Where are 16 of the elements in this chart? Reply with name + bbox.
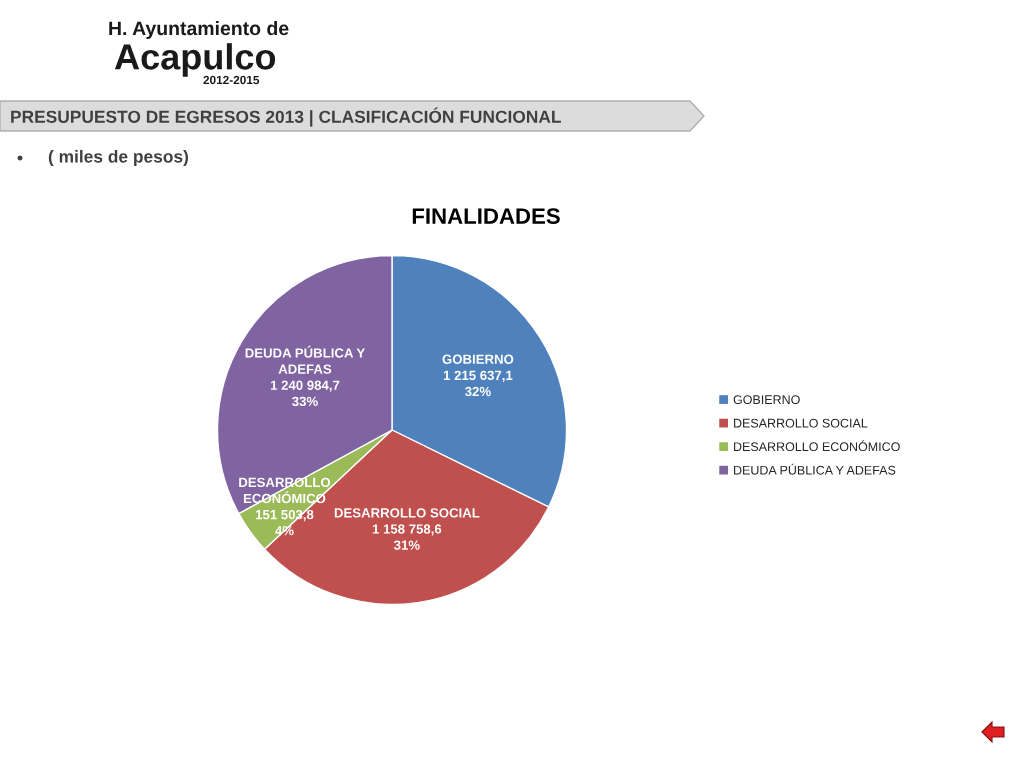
text: PRESUPUESTO DE EGRESOS 2013 | CLASIFICACIÓN FUNCIONAL: [11, 107, 561, 127]
data-label: 1 215 637,1 32%: [443, 370, 513, 397]
legend-label: DEUDA PÚBLICA Y ADEFAS: [734, 463, 896, 475]
slice-label: DESARROLLO SOCIAL: [334, 508, 480, 518]
legend-label: DESARROLLO ECONÓMICO: [734, 440, 900, 452]
text: H. Ayuntamiento de: [109, 20, 289, 40]
slice-label: GOBIERNO: [442, 354, 514, 364]
legend-label: DESARROLLO SOCIAL: [734, 418, 868, 428]
text: 2012-2015: [203, 75, 260, 85]
data-label: 1 240 984,7 33%: [270, 380, 340, 407]
data-label: 1 158 758,6 31%: [372, 524, 442, 550]
slice-label: DEUDA PÚBLICA Y ADEFAS: [245, 345, 365, 374]
chart-subtitle: ( miles de pesos): [48, 149, 188, 167]
chart-title: FINALIDADES: [412, 208, 560, 224]
legend-label: GOBIERNO: [733, 395, 800, 405]
text: Acapulco: [114, 43, 276, 77]
